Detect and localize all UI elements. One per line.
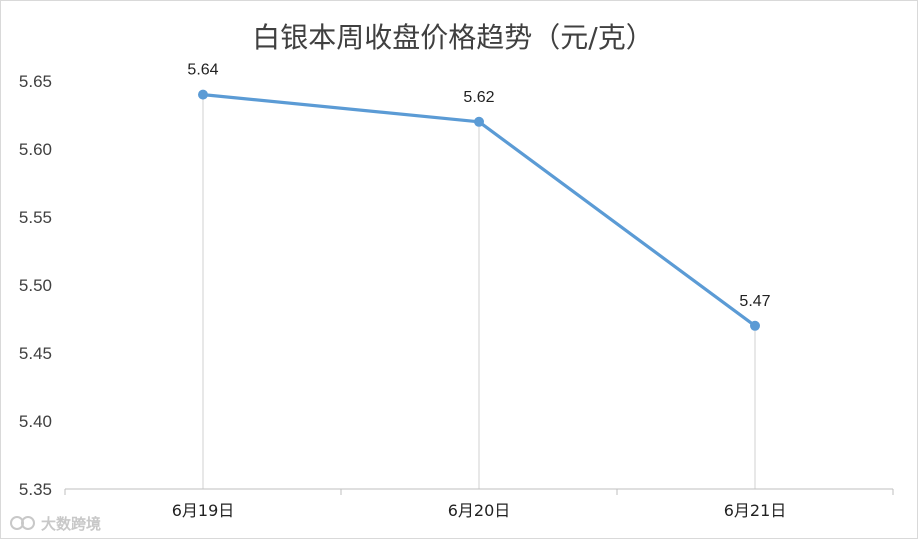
logo-icon [10, 516, 35, 530]
data-label: 5.47 [739, 293, 770, 310]
watermark-text: 大数跨境 [41, 515, 101, 533]
y-tick-label: 5.35 [19, 480, 52, 499]
data-labels: 5.64 5.62 5.47 [187, 62, 770, 310]
data-label: 5.64 [187, 62, 218, 79]
y-tick-label: 5.55 [19, 208, 52, 227]
y-tick-label: 5.60 [19, 140, 52, 159]
x-axis: 6月19日 6月20日 6月21日 [64, 488, 894, 520]
y-tick-label: 5.40 [19, 412, 52, 431]
x-tick-label: 6月21日 [724, 501, 787, 520]
chart-title: 白银本周收盘价格趋势（元/克） [252, 21, 653, 54]
y-tick-label: 5.45 [19, 344, 52, 363]
x-tick-label: 6月19日 [172, 501, 235, 520]
data-point [198, 89, 208, 100]
y-axis: 5.35 5.40 5.45 5.50 5.55 5.60 5.65 [19, 72, 52, 499]
drop-lines [202, 94, 756, 489]
y-tick-label: 5.65 [19, 72, 52, 91]
watermark: 大数跨境 [10, 515, 101, 533]
data-label: 5.62 [463, 89, 494, 106]
data-point [750, 320, 760, 331]
data-point [474, 116, 484, 127]
y-tick-label: 5.50 [19, 276, 52, 295]
data-points [198, 89, 760, 331]
x-tick-label: 6月20日 [448, 501, 511, 520]
